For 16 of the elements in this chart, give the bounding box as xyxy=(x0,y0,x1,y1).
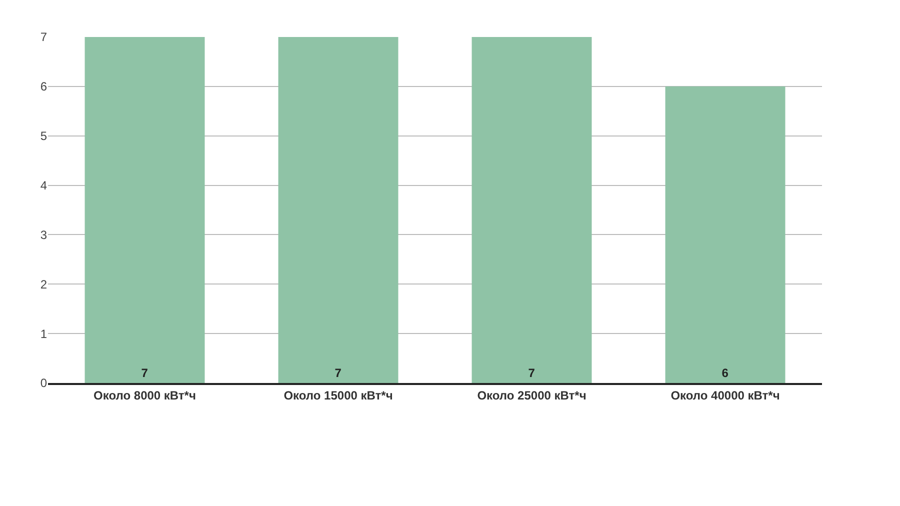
data-label: 7 xyxy=(334,366,342,380)
data-label: 7 xyxy=(528,366,536,380)
y-tick-label: 7 xyxy=(40,30,48,44)
y-tick-label: 0 xyxy=(40,376,48,390)
y-tick-label: 5 xyxy=(40,129,48,144)
x-tick-label: Около 8000 кВт*ч xyxy=(94,388,196,402)
x-tick-label: Около 15000 кВт*ч xyxy=(284,388,393,402)
x-tick-label: Около 25000 кВт*ч xyxy=(477,388,586,402)
x-tick-label: Около 40000 кВт*ч xyxy=(670,388,780,402)
y-tick-label: 6 xyxy=(40,80,48,94)
data-label: 7 xyxy=(141,366,148,380)
y-tick-label: 2 xyxy=(40,277,48,292)
y-tick-label: 3 xyxy=(40,228,48,242)
y-tick-label: 4 xyxy=(40,178,48,192)
data-label: 6 xyxy=(722,366,729,380)
y-tick-label: 1 xyxy=(40,326,48,341)
